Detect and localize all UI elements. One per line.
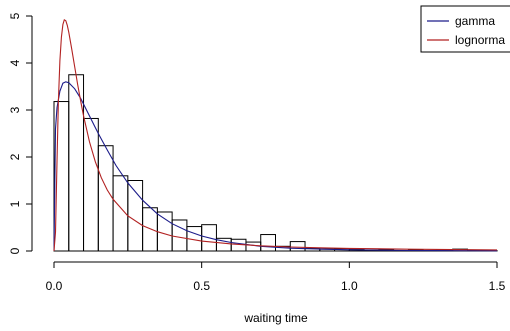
x-tick-label-0: 0.0 xyxy=(46,279,63,293)
x-axis-label: waiting time xyxy=(243,311,308,325)
density-curve-gamma xyxy=(54,82,497,251)
y-tick-label-0: 0 xyxy=(8,247,22,254)
density-curves xyxy=(54,20,497,251)
histogram-bar-3 xyxy=(98,146,113,251)
x-axis: 0.0 0.5 1.0 1.5 xyxy=(46,262,506,293)
histogram-bar-16 xyxy=(290,242,305,251)
histogram-bars xyxy=(54,75,497,251)
histogram-bar-7 xyxy=(157,212,172,251)
legend-label-gamma: gamma xyxy=(455,14,495,28)
histogram-bar-14 xyxy=(261,235,276,251)
legend: gamma lognorma xyxy=(421,6,510,52)
y-axis: 0 1 2 3 4 5 xyxy=(8,12,32,254)
y-tick-label-1: 1 xyxy=(8,200,22,207)
density-curve-lognormal xyxy=(54,20,497,251)
histogram-bar-2 xyxy=(84,118,99,251)
y-tick-label-4: 4 xyxy=(8,59,22,66)
histogram-bar-1 xyxy=(69,75,84,251)
y-tick-label-5: 5 xyxy=(8,12,22,19)
x-ticks: 0.0 0.5 1.0 1.5 xyxy=(46,262,506,293)
legend-label-lognormal: lognorma xyxy=(455,33,505,47)
y-tick-label-3: 3 xyxy=(8,106,22,113)
histogram-bar-6 xyxy=(143,208,158,251)
x-tick-label-3: 1.5 xyxy=(489,279,506,293)
y-ticks: 0 1 2 3 4 5 xyxy=(8,12,32,254)
x-tick-label-2: 1.0 xyxy=(341,279,358,293)
y-tick-label-2: 2 xyxy=(8,153,22,160)
x-tick-label-1: 0.5 xyxy=(193,279,210,293)
